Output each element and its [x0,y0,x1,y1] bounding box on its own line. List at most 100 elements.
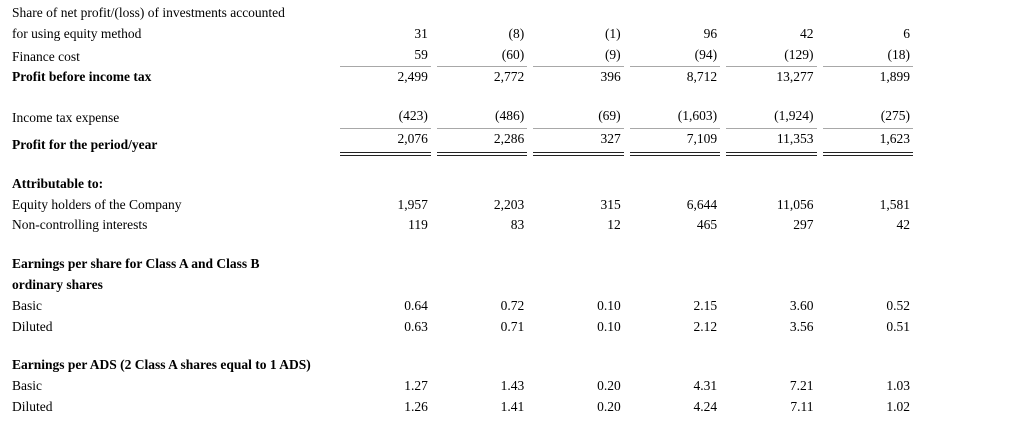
cell-value [533,355,623,376]
cell-value: (18) [822,45,913,68]
cell-value [533,3,623,24]
cell-value: (1) [604,25,621,41]
cell-value: 11,056 [776,196,814,212]
row-value [817,174,913,195]
row-label: Basic [12,378,42,394]
row-value: (8) [431,24,527,45]
row-label: Diluted [12,318,53,334]
row-value [624,3,720,24]
cell-value [726,355,816,376]
row-value: 1.43 [431,376,527,397]
row-value: 2,772 [431,67,527,88]
row-value: 42 [817,215,913,236]
row-value: 13,277 [720,67,816,88]
cell-value: (129) [726,45,817,68]
row-label: Attributable to: [12,175,104,191]
cell-value: 2,076 [340,129,431,156]
cell-value [437,275,527,296]
cell-value: (60) [436,45,528,68]
row-value: 0.10 [527,296,623,317]
cell-value: 42 [896,217,911,233]
cell-value [340,3,430,24]
row-value: (18) [817,45,913,68]
row-value [720,174,816,195]
row-value [624,174,720,195]
row-value: 11,353 [720,129,817,156]
row-label: ordinary shares [12,276,103,292]
cell-value: 59 [340,45,431,68]
row-spacer [12,88,913,106]
cell-value: 0.72 [500,297,525,313]
row-label: Profit for the period/year [12,136,158,152]
row-value: (94) [624,45,721,68]
row-value [527,275,623,296]
row-value [431,3,527,24]
row-value [817,254,913,275]
cell-value: 315 [600,196,621,212]
cell-value [437,254,527,275]
cell-value: 0.20 [597,378,621,394]
row-value: 96 [624,24,720,45]
row-value: (275) [817,106,913,129]
financial-table: Share of net profit/(loss) of investment… [12,3,913,418]
row-value: 297 [720,215,816,236]
row-value: 8,712 [624,67,720,88]
cell-value: 83 [510,217,525,233]
table-row: for using equity method 31 (8) (1) 96 42 6 [12,24,913,45]
row-label: Non-controlling interests [12,217,148,233]
cell-value: 31 [414,25,428,41]
row-value: 0.63 [334,317,430,338]
row-label: Income tax expense [12,110,120,126]
cell-value [823,275,913,296]
cell-value: (69) [533,106,624,129]
row-value: 2.12 [624,317,720,338]
cell-value [340,254,430,275]
row-value: 1,957 [334,195,430,216]
cell-value: (94) [629,45,721,68]
row-value: 1.02 [817,397,913,418]
cell-value [726,254,816,275]
cell-value: 2,203 [493,196,525,212]
row-label: for using equity method [12,25,142,41]
cell-value [726,174,816,195]
financial-table-body: Share of net profit/(loss) of investment… [12,3,913,418]
row-value [334,3,430,24]
row-value: 11,056 [720,195,816,216]
table-row: Diluted 1.26 1.41 0.20 4.24 7.11 1.02 [12,397,913,418]
row-value: 327 [527,129,624,156]
cell-value [340,355,430,376]
cell-value: 6,644 [686,196,718,212]
row-value: 396 [527,67,623,88]
cell-value: 0.51 [886,318,910,334]
row-value: 1,899 [817,67,913,88]
cell-value [726,275,816,296]
row-label: Profit before income tax [12,69,152,85]
cell-value: 2,499 [397,69,428,85]
table-row: ordinary shares [12,275,913,296]
cell-value [726,3,816,24]
row-value [334,275,430,296]
cell-value [630,174,720,195]
row-value [720,355,816,376]
row-value: 0.20 [527,397,623,418]
table-row: Non-controlling interests 119 83 12 465 297 42 [12,215,913,236]
row-value: 6,644 [624,195,720,216]
row-value: 3.56 [720,317,816,338]
cell-value: 11,353 [726,129,817,156]
row-value [624,355,720,376]
row-value: (486) [431,106,528,129]
row-value [817,3,913,24]
row-value: (129) [720,45,817,68]
row-label: Basic [12,297,42,313]
row-value: 0.10 [527,317,623,338]
table-row: Basic 0.64 0.72 0.10 2.15 3.60 0.52 [12,296,913,317]
row-value: 0.51 [817,317,913,338]
cell-value: 0.64 [404,297,428,313]
table-row: Share of net profit/(loss) of investment… [12,3,913,24]
row-value: 0.71 [431,317,527,338]
row-value: 1,623 [817,129,913,156]
cell-value: 3.56 [789,318,814,334]
row-value [817,355,913,376]
cell-value [437,3,527,24]
cell-value: 1,581 [879,196,910,212]
